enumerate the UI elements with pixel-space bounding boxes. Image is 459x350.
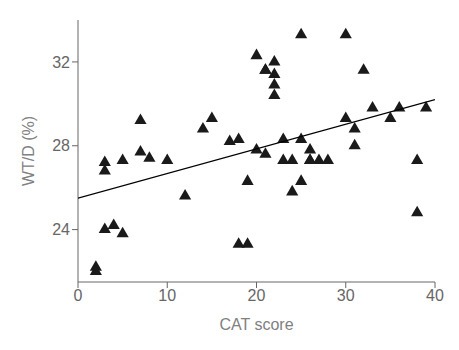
svg-text:32: 32 [52,54,70,71]
svg-text:28: 28 [52,137,70,154]
svg-text:WT/D (%): WT/D (%) [20,116,37,186]
svg-text:24: 24 [52,221,70,238]
svg-text:0: 0 [74,287,83,304]
svg-text:20: 20 [248,287,266,304]
svg-text:CAT score: CAT score [219,316,293,333]
svg-text:40: 40 [426,287,444,304]
svg-text:30: 30 [337,287,355,304]
svg-text:10: 10 [158,287,176,304]
